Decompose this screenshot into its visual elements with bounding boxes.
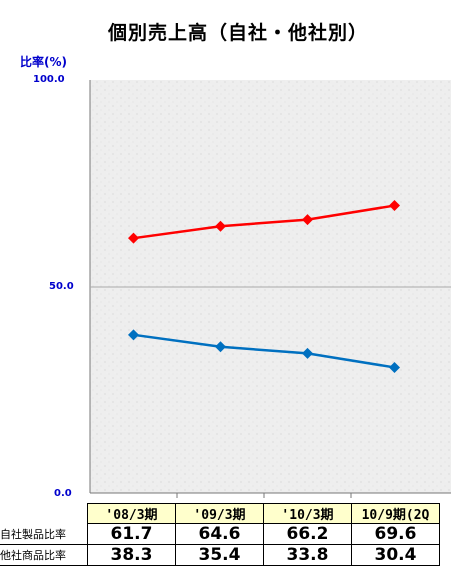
data-table-header: '10/3期 (263, 503, 352, 524)
y-tick-label-mid: 50.0 (49, 281, 74, 292)
series-2-point (389, 361, 400, 373)
data-table-row: 自社製品比率 61.7 64.6 66.2 69.6 (0, 523, 440, 545)
series-1-point (302, 214, 313, 226)
y-axis-label: 比率(%) (20, 55, 67, 69)
series-2-point (128, 329, 139, 341)
series-1-point (128, 232, 139, 244)
data-table-cell: 66.2 (263, 523, 352, 545)
data-table-cell: 35.4 (175, 544, 264, 566)
data-table-header: 10/9期(2Q (351, 503, 440, 524)
data-table-cell: 69.6 (351, 523, 440, 545)
data-table-row-label: 自社製品比率 (0, 523, 88, 545)
y-tick-label-max: 100.0 (33, 74, 65, 85)
series-2-point (302, 347, 313, 359)
series-1-point (389, 200, 400, 212)
data-table-row: 他社商品比率 38.3 35.4 33.8 30.4 (0, 544, 440, 566)
series-1-point (215, 220, 226, 232)
series-line-2 (133, 333, 395, 369)
data-table-cell: 30.4 (351, 544, 440, 566)
data-table-header: '09/3期 (175, 503, 264, 524)
data-table-header: '08/3期 (87, 503, 176, 524)
chart-title: 個別売上高（自社・他社別） (107, 22, 368, 44)
data-table-header-row: '08/3期 '09/3期 '10/3期 10/9期(2Q (0, 503, 440, 524)
data-table-cell: 33.8 (263, 544, 352, 566)
data-table-row-label: 他社商品比率 (0, 544, 88, 566)
series-line-1 (133, 204, 395, 240)
data-table-cell: 38.3 (87, 544, 176, 566)
data-table-cell: 64.6 (175, 523, 264, 545)
data-table-cell: 61.7 (87, 523, 176, 545)
data-table-corner (0, 503, 88, 524)
data-table: '08/3期 '09/3期 '10/3期 10/9期(2Q 自社製品比率 61.… (0, 503, 440, 566)
y-tick-label-min: 0.0 (54, 488, 72, 499)
series-2-point (215, 341, 226, 353)
